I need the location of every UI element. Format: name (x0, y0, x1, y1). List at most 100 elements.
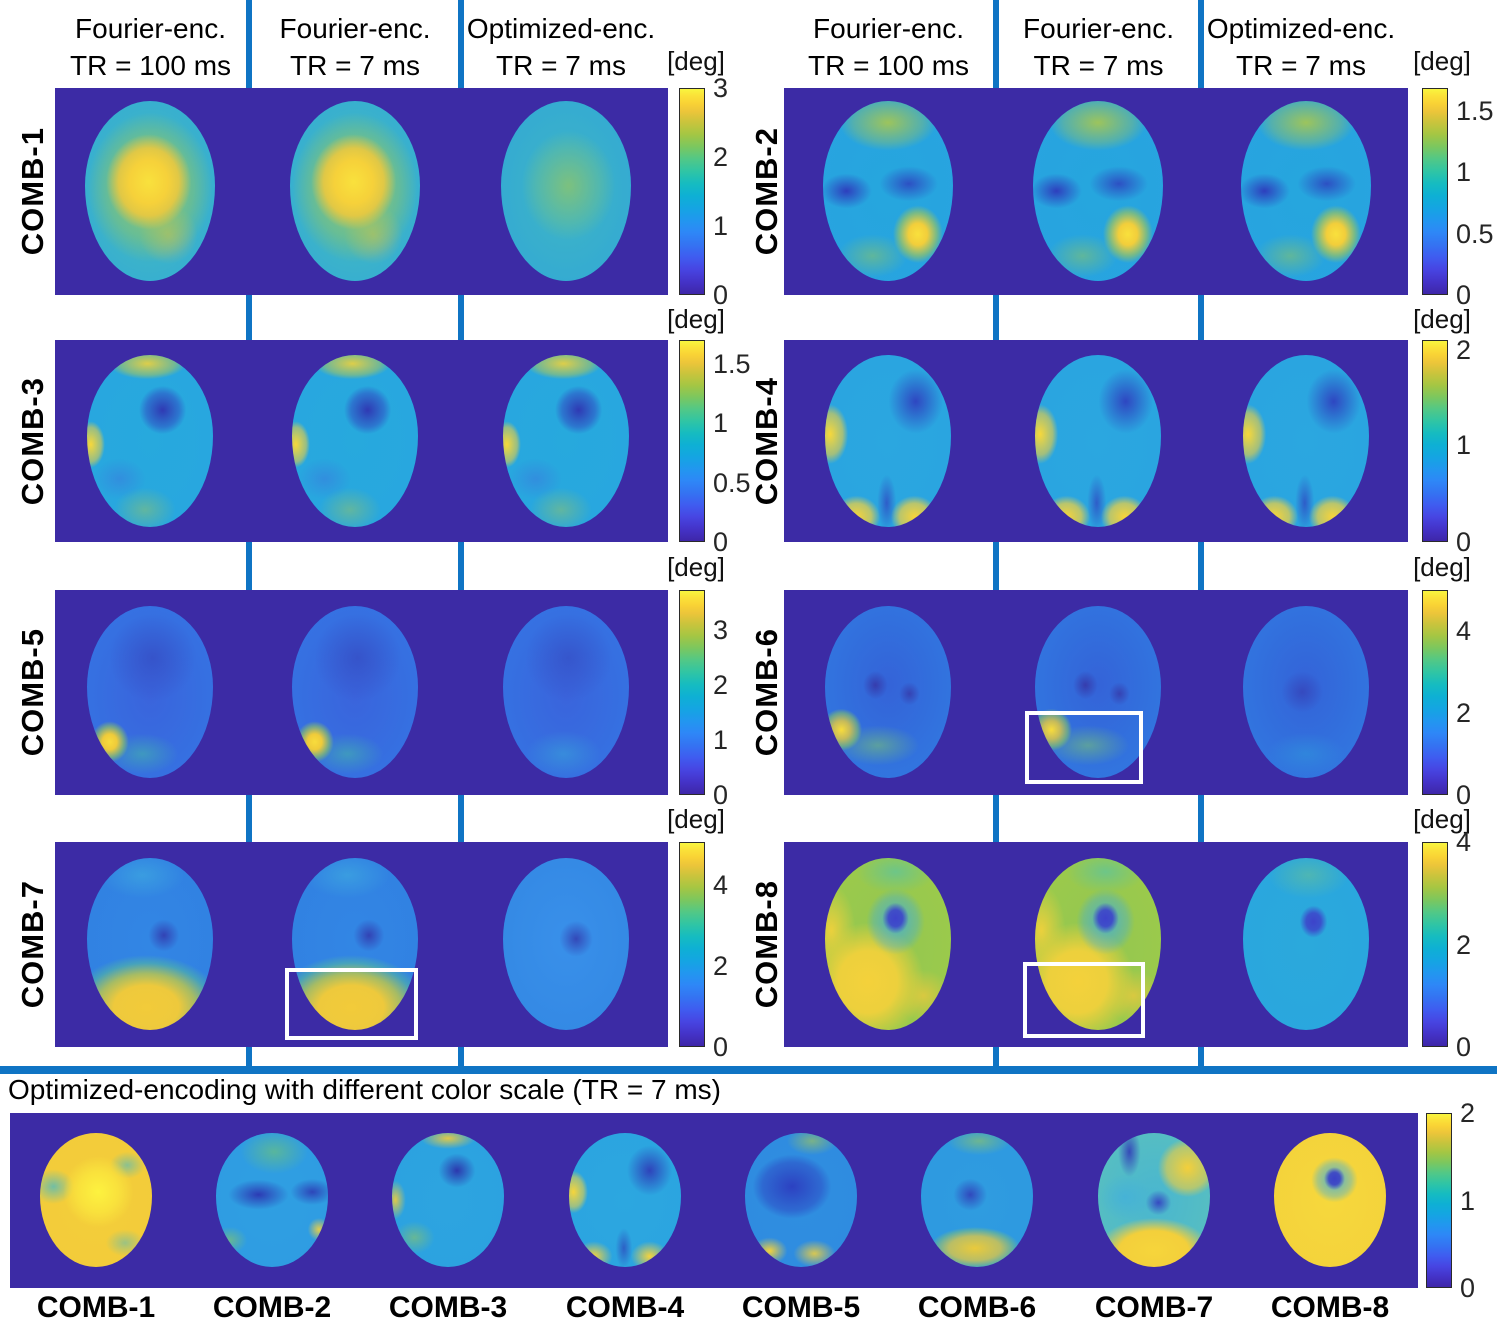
brain-map (1243, 355, 1369, 527)
brain-map (503, 858, 629, 1030)
colorbar-ticks: 2 1 0 (1460, 1100, 1497, 1302)
colorbar-tick: 0 (1456, 1032, 1472, 1062)
brain-map (1033, 101, 1163, 281)
deg-unit-label: [deg] (667, 804, 725, 834)
row-label-comb-3: COMB-3 (15, 376, 50, 506)
colorbar (679, 590, 705, 795)
section-separator-line (0, 1066, 1497, 1074)
column-header-line1: Fourier-enc. (813, 13, 964, 44)
colorbar-tick: 0 (713, 527, 729, 557)
colorbar-tick: 2 (713, 951, 729, 982)
deg-unit-label: [deg] (667, 46, 725, 76)
column-header: Optimized-enc. TR = 7 ms (464, 10, 658, 84)
brain-map (216, 1133, 328, 1267)
colorbar-tick: 0.5 (713, 468, 751, 499)
row-label-comb-7: COMB-7 (15, 880, 50, 1009)
column-header-line1: Fourier-enc. (279, 13, 431, 44)
brain-map (503, 355, 629, 527)
row-label-comb-1: COMB-1 (15, 127, 50, 256)
colorbar (1422, 842, 1448, 1047)
brain-map (87, 858, 213, 1030)
colorbar-tick: 0 (1456, 780, 1472, 810)
column-header-line2: TR = 7 ms (496, 50, 626, 81)
colorbar-ticks: 4 2 0 (713, 842, 785, 1061)
bottom-label: COMB-7 (1094, 1291, 1214, 1324)
highlight-box (1025, 711, 1143, 784)
colorbar (1422, 590, 1448, 795)
brain-map (1035, 858, 1161, 1030)
colorbar-tick: 2 (713, 669, 729, 700)
colorbar-tick: 2 (1456, 335, 1472, 366)
brain-map (501, 101, 631, 281)
colorbar-tick: 0.5 (1456, 218, 1494, 249)
column-header: Fourier-enc. TR = 7 ms (252, 10, 458, 84)
colorbar-tick: 0 (713, 780, 729, 810)
bottom-label: COMB-4 (565, 1291, 685, 1324)
colorbar-tick: 2 (1456, 929, 1472, 960)
highlight-box (1023, 962, 1145, 1038)
colorbar-tick: 0 (713, 1032, 729, 1062)
brain-map (1243, 858, 1369, 1030)
column-header-line1: Optimized-enc. (1206, 13, 1396, 44)
highlight-box (285, 968, 418, 1040)
brain-map (825, 858, 951, 1030)
brain-map (40, 1133, 152, 1267)
brain-map (1243, 606, 1369, 778)
colorbar-tick: 1 (1460, 1185, 1476, 1216)
column-header-line2: TR = 100 ms (69, 50, 232, 81)
colorbar-tick: 1 (713, 407, 729, 438)
brain-map (825, 355, 951, 527)
colorbar-tick: 0 (1456, 527, 1472, 557)
colorbar-tick: 0 (713, 280, 729, 310)
brain-map (569, 1133, 681, 1267)
colorbar-tick: 2 (1460, 1098, 1476, 1128)
column-header-line2: TR = 7 ms (290, 50, 420, 81)
brain-map (87, 606, 213, 778)
colorbar-ticks: 1.5 1 0.5 0 (713, 340, 785, 556)
bottom-label: COMB-5 (741, 1291, 861, 1324)
column-header-line1: Optimized-enc. (466, 13, 656, 44)
brain-map (87, 355, 213, 527)
brain-map (825, 606, 951, 778)
column-header: Fourier-enc. TR = 100 ms (55, 10, 246, 84)
deg-unit-label: [deg] (1413, 552, 1471, 582)
colorbar-ticks: 3 2 1 0 (713, 590, 785, 808)
bottom-label: COMB-6 (917, 1291, 1037, 1324)
brain-map (823, 101, 953, 281)
colorbar-tick: 4 (1456, 827, 1472, 857)
brain-map (503, 606, 629, 778)
row-label-comb-5: COMB-5 (15, 628, 50, 757)
brain-map (745, 1133, 857, 1267)
brain-map (290, 101, 420, 281)
colorbar-ticks: 2 1 0 (1456, 335, 1497, 556)
bottom-label: COMB-2 (212, 1291, 332, 1324)
bottom-label: COMB-8 (1270, 1291, 1390, 1324)
bottom-section-title: Optimized-encoding with different color … (8, 1074, 721, 1105)
colorbar-tick: 1 (1456, 157, 1472, 188)
colorbar-tick: 4 (713, 870, 729, 901)
colorbar-tick: 4 (1456, 616, 1472, 646)
deg-unit-label: [deg] (667, 552, 725, 582)
column-header-line2: TR = 7 ms (1236, 50, 1366, 81)
brain-map (392, 1133, 504, 1267)
colorbar (679, 842, 705, 1047)
bottom-label: COMB-1 (36, 1291, 156, 1324)
colorbar-tick: 1.5 (1456, 95, 1494, 126)
column-header-line2: TR = 7 ms (1033, 50, 1164, 81)
colorbar-ticks: 4 2 0 (1456, 829, 1497, 1061)
column-header: Fourier-enc. TR = 100 ms (784, 10, 993, 84)
brain-map (921, 1133, 1033, 1267)
colorbar-tick: 2 (713, 141, 729, 172)
colorbar-tick: 1 (1456, 430, 1472, 461)
colorbar (679, 340, 705, 542)
brain-map (292, 858, 418, 1030)
brain-map (1098, 1133, 1210, 1267)
colorbar (1422, 88, 1448, 295)
deg-unit-label: [deg] (1413, 804, 1471, 834)
colorbar-tick: 3 (713, 614, 729, 645)
column-header-line1: Fourier-enc. (1023, 13, 1174, 44)
colorbar-ticks: 3 2 1 0 (713, 75, 785, 309)
brain-map (1241, 101, 1371, 281)
bottom-label: COMB-3 (388, 1291, 508, 1324)
